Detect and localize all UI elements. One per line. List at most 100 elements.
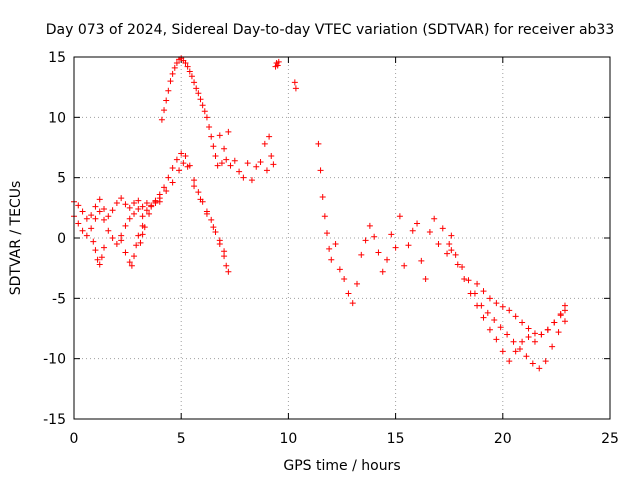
data-point-daytime-peak-upper [161,107,168,114]
data-point-evening-band-1 [542,358,549,365]
data-point-post-gap-descent [317,167,324,174]
data-point-daytime-peak-upper [165,87,172,94]
data-point-pre-gap-isolated [291,79,298,86]
data-point-afternoon-cluster [227,162,234,169]
data-point-daytime-peak-upper [199,102,206,109]
data-point-early-morning-dip [131,253,138,260]
data-point-daytime-peak-lower-b [216,237,223,244]
data-point-early-morning-band-b [131,210,138,217]
data-point-daytime-peak-upper [167,78,174,85]
data-point-afternoon-cluster [253,163,260,170]
data-point-post-gap-descent [326,245,333,252]
data-point-early-morning-dip [133,242,140,249]
data-point-evening-band-3 [561,302,568,309]
data-point-evening-band-2 [493,336,500,343]
data-point-daytime-peak-upper [208,133,215,140]
data-point-afternoon-cluster [240,174,247,181]
data-point-early-morning-band-b [96,208,103,215]
data-point-evening-band-1 [452,251,459,258]
data-point-early-morning-band-a [118,195,125,202]
data-point-daytime-peak-upper [203,114,210,121]
data-point-early-morning-band-b [109,235,116,241]
data-point-evening-band-1 [523,353,530,360]
data-point-early-morning-dip [137,239,144,246]
y-tick-label: 0 [57,231,66,247]
data-point-early-morning-band-a [79,208,86,215]
data-point-evening-band-1 [459,263,466,270]
data-point-daytime-peak-lower [212,228,219,235]
data-point-daytime-peak-upper [201,108,208,115]
data-point-early-morning-band-b [113,241,120,248]
data-point-daytime-peak-lower [223,262,230,269]
data-point-post-gap-descent [435,241,442,248]
data-point-evening-band-2 [519,338,526,345]
data-point-early-morning-band-a [101,206,108,213]
data-point-early-morning-band-b [126,215,133,222]
data-point-post-gap-descent [328,256,335,263]
data-point-evening-band-2 [512,348,519,355]
data-point-post-gap-descent [371,233,378,240]
data-point-post-gap-descent [336,266,343,273]
data-point-post-gap-descent [375,249,382,256]
data-point-evening-band-2 [499,348,506,355]
data-point-daytime-peak-lower-b [169,179,176,186]
data-point-daytime-peak-upper [173,60,180,67]
data-point-early-morning-band-b [88,225,95,232]
data-point-post-gap-descent [418,257,425,264]
data-point-post-gap-descent [315,140,322,147]
data-point-early-morning-dip [92,247,99,254]
data-point-post-gap-descent [414,220,421,227]
data-point-evening-band-1 [504,331,511,338]
data-point-afternoon-cluster [236,168,243,175]
data-point-evening-band-2 [461,276,468,283]
data-point-early-morning-band-a [131,200,138,207]
data-point-daytime-peak-lower-b [184,163,191,170]
data-point-daytime-peak-lower [139,222,146,229]
y-tick-label: -10 [43,352,66,368]
data-point-evening-band-1 [536,365,543,372]
data-point-evening-band-1 [516,346,523,353]
data-point-daytime-peak-lower-b [221,248,228,255]
data-point-early-morning-dip [101,244,108,251]
data-point-post-gap-descent [426,228,433,235]
data-point-evening-band-3 [525,325,532,332]
data-point-evening-band-3 [486,295,493,302]
data-point-post-gap-descent [409,227,416,234]
data-point-daytime-peak-upper [214,162,221,169]
data-point-post-gap-descent [341,276,348,283]
data-point-evening-band-2 [454,261,461,268]
data-point-early-morning-band-b [79,227,86,234]
data-point-post-gap-descent [439,225,446,232]
data-point-evening-band-2 [467,290,474,297]
data-point-daytime-peak-upper [158,116,165,123]
data-point-daytime-peak-lower-b [191,183,198,190]
chart-title: Day 073 of 2024, Sidereal Day-to-day VTE… [46,22,615,38]
data-point-early-morning-dip [90,238,97,245]
data-point-early-morning-dip [139,231,146,238]
data-point-daytime-peak-lower [191,177,198,184]
data-point-post-gap-descent [448,232,455,239]
data-point-evening-band-1 [497,324,504,331]
data-point-evening-band-3 [506,307,513,314]
data-point-pre-gap-isolated [274,62,281,69]
data-point-post-gap-descent [345,290,352,297]
data-point-evening-band-2 [486,326,493,333]
data-point-daytime-peak-lower-b [210,224,217,231]
data-point-early-morning-band-a [83,215,90,222]
data-point-daytime-peak-upper [163,97,170,104]
data-point-daytime-peak-upper [210,143,217,150]
data-point-early-morning-band-b [83,232,90,239]
data-point-evening-band-3 [512,313,519,320]
data-point-evening-band-3 [499,303,506,310]
y-tick-label: -5 [52,291,66,307]
data-point-evening-band-2 [474,302,481,309]
data-point-evening-band-3 [519,319,526,326]
data-point-evening-band-2 [525,333,532,340]
data-point-evening-band-3 [493,300,500,307]
data-point-afternoon-cluster [223,156,230,163]
data-point-evening-band-3 [538,331,545,338]
data-point-evening-band-2 [480,314,487,321]
data-point-evening-band-1 [529,360,536,367]
data-point-early-morning-band-a [139,203,146,210]
data-point-daytime-peak-upper [197,96,204,103]
